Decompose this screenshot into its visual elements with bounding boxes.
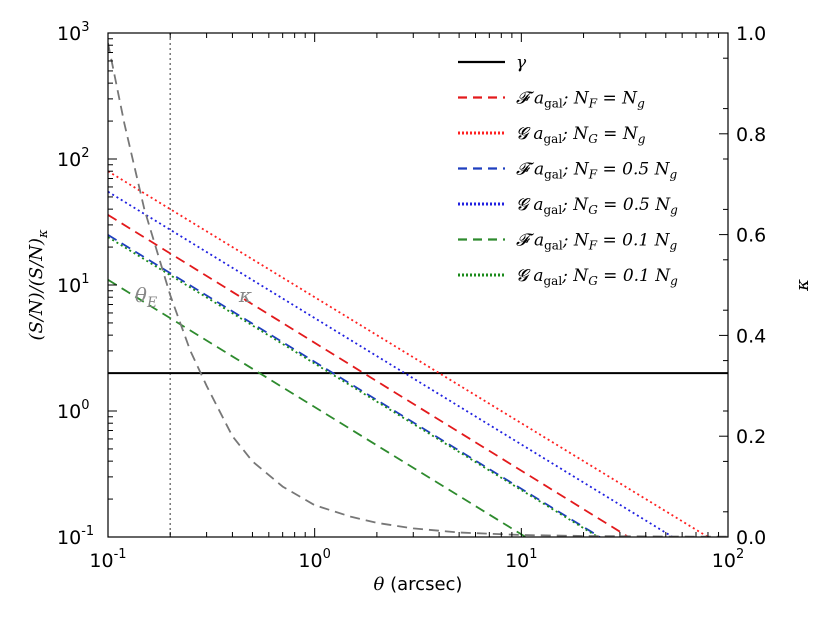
plot-area	[108, 33, 728, 537]
y-right-tick-label: 0.0	[736, 527, 766, 549]
axes: 10-1 100 101 102 10-1 100 101 102 103 0.0 0.2 0.4 0.…	[26, 20, 813, 595]
legend-label: 𝓖 agal; NG = 0.1 Ng	[516, 266, 678, 288]
legend-label: 𝓕 agal; NF = 0.1 Ng	[516, 231, 678, 253]
series-line-7	[108, 42, 728, 537]
series-line-5	[108, 279, 527, 537]
y-right-tick-label: 0.8	[736, 124, 766, 146]
legend-label: 𝓖 agal; NG = 0.5 Ng	[516, 195, 678, 217]
series-line-6	[108, 236, 599, 537]
y-left-tick-label: 10-1	[57, 524, 94, 549]
legend-label: 𝓖 agal; NG = Ng	[516, 124, 646, 146]
y-right-tick-label: 0.2	[736, 426, 766, 448]
annotations: θE κ	[135, 283, 252, 311]
y-left-tick-label: 101	[57, 272, 89, 297]
x-tick-label: 101	[505, 547, 537, 572]
y-left-axis-title: (S/N)/(S/N)κ	[26, 229, 51, 340]
legend-label: 𝓕 agal; NF = 0.5 Ng	[516, 160, 678, 182]
x-tick-label: 10-1	[89, 547, 126, 572]
y-right-tick-label: 0.6	[736, 225, 766, 247]
kappa-annotation: κ	[238, 283, 252, 307]
theta-e-annotation: θE	[135, 283, 157, 311]
x-tick-label: 100	[298, 547, 330, 572]
y-left-tick-label: 102	[57, 146, 89, 171]
y-left-tick-label: 103	[57, 20, 89, 45]
y-right-tick-label: 0.4	[736, 325, 766, 347]
series-line-3	[108, 234, 601, 537]
series-line-1	[108, 214, 629, 537]
legend-label: 𝓕 agal; NF = Ng	[516, 89, 645, 111]
plot-lines	[108, 33, 728, 537]
y-left-tick-label: 100	[57, 398, 89, 423]
legend: γ 𝓕 agal; NF = Ng 𝓖 agal; NG = Ng 𝓕 agal; N…	[458, 53, 678, 288]
legend-label: γ	[516, 53, 527, 73]
y-right-axis-title: κ	[792, 279, 813, 292]
series-line-2	[108, 170, 709, 537]
series-line-4	[108, 190, 674, 537]
y-right-tick-label: 1.0	[736, 23, 766, 45]
x-tick-label: 102	[712, 547, 744, 572]
x-axis-title: θ (arcsec)	[374, 574, 463, 595]
